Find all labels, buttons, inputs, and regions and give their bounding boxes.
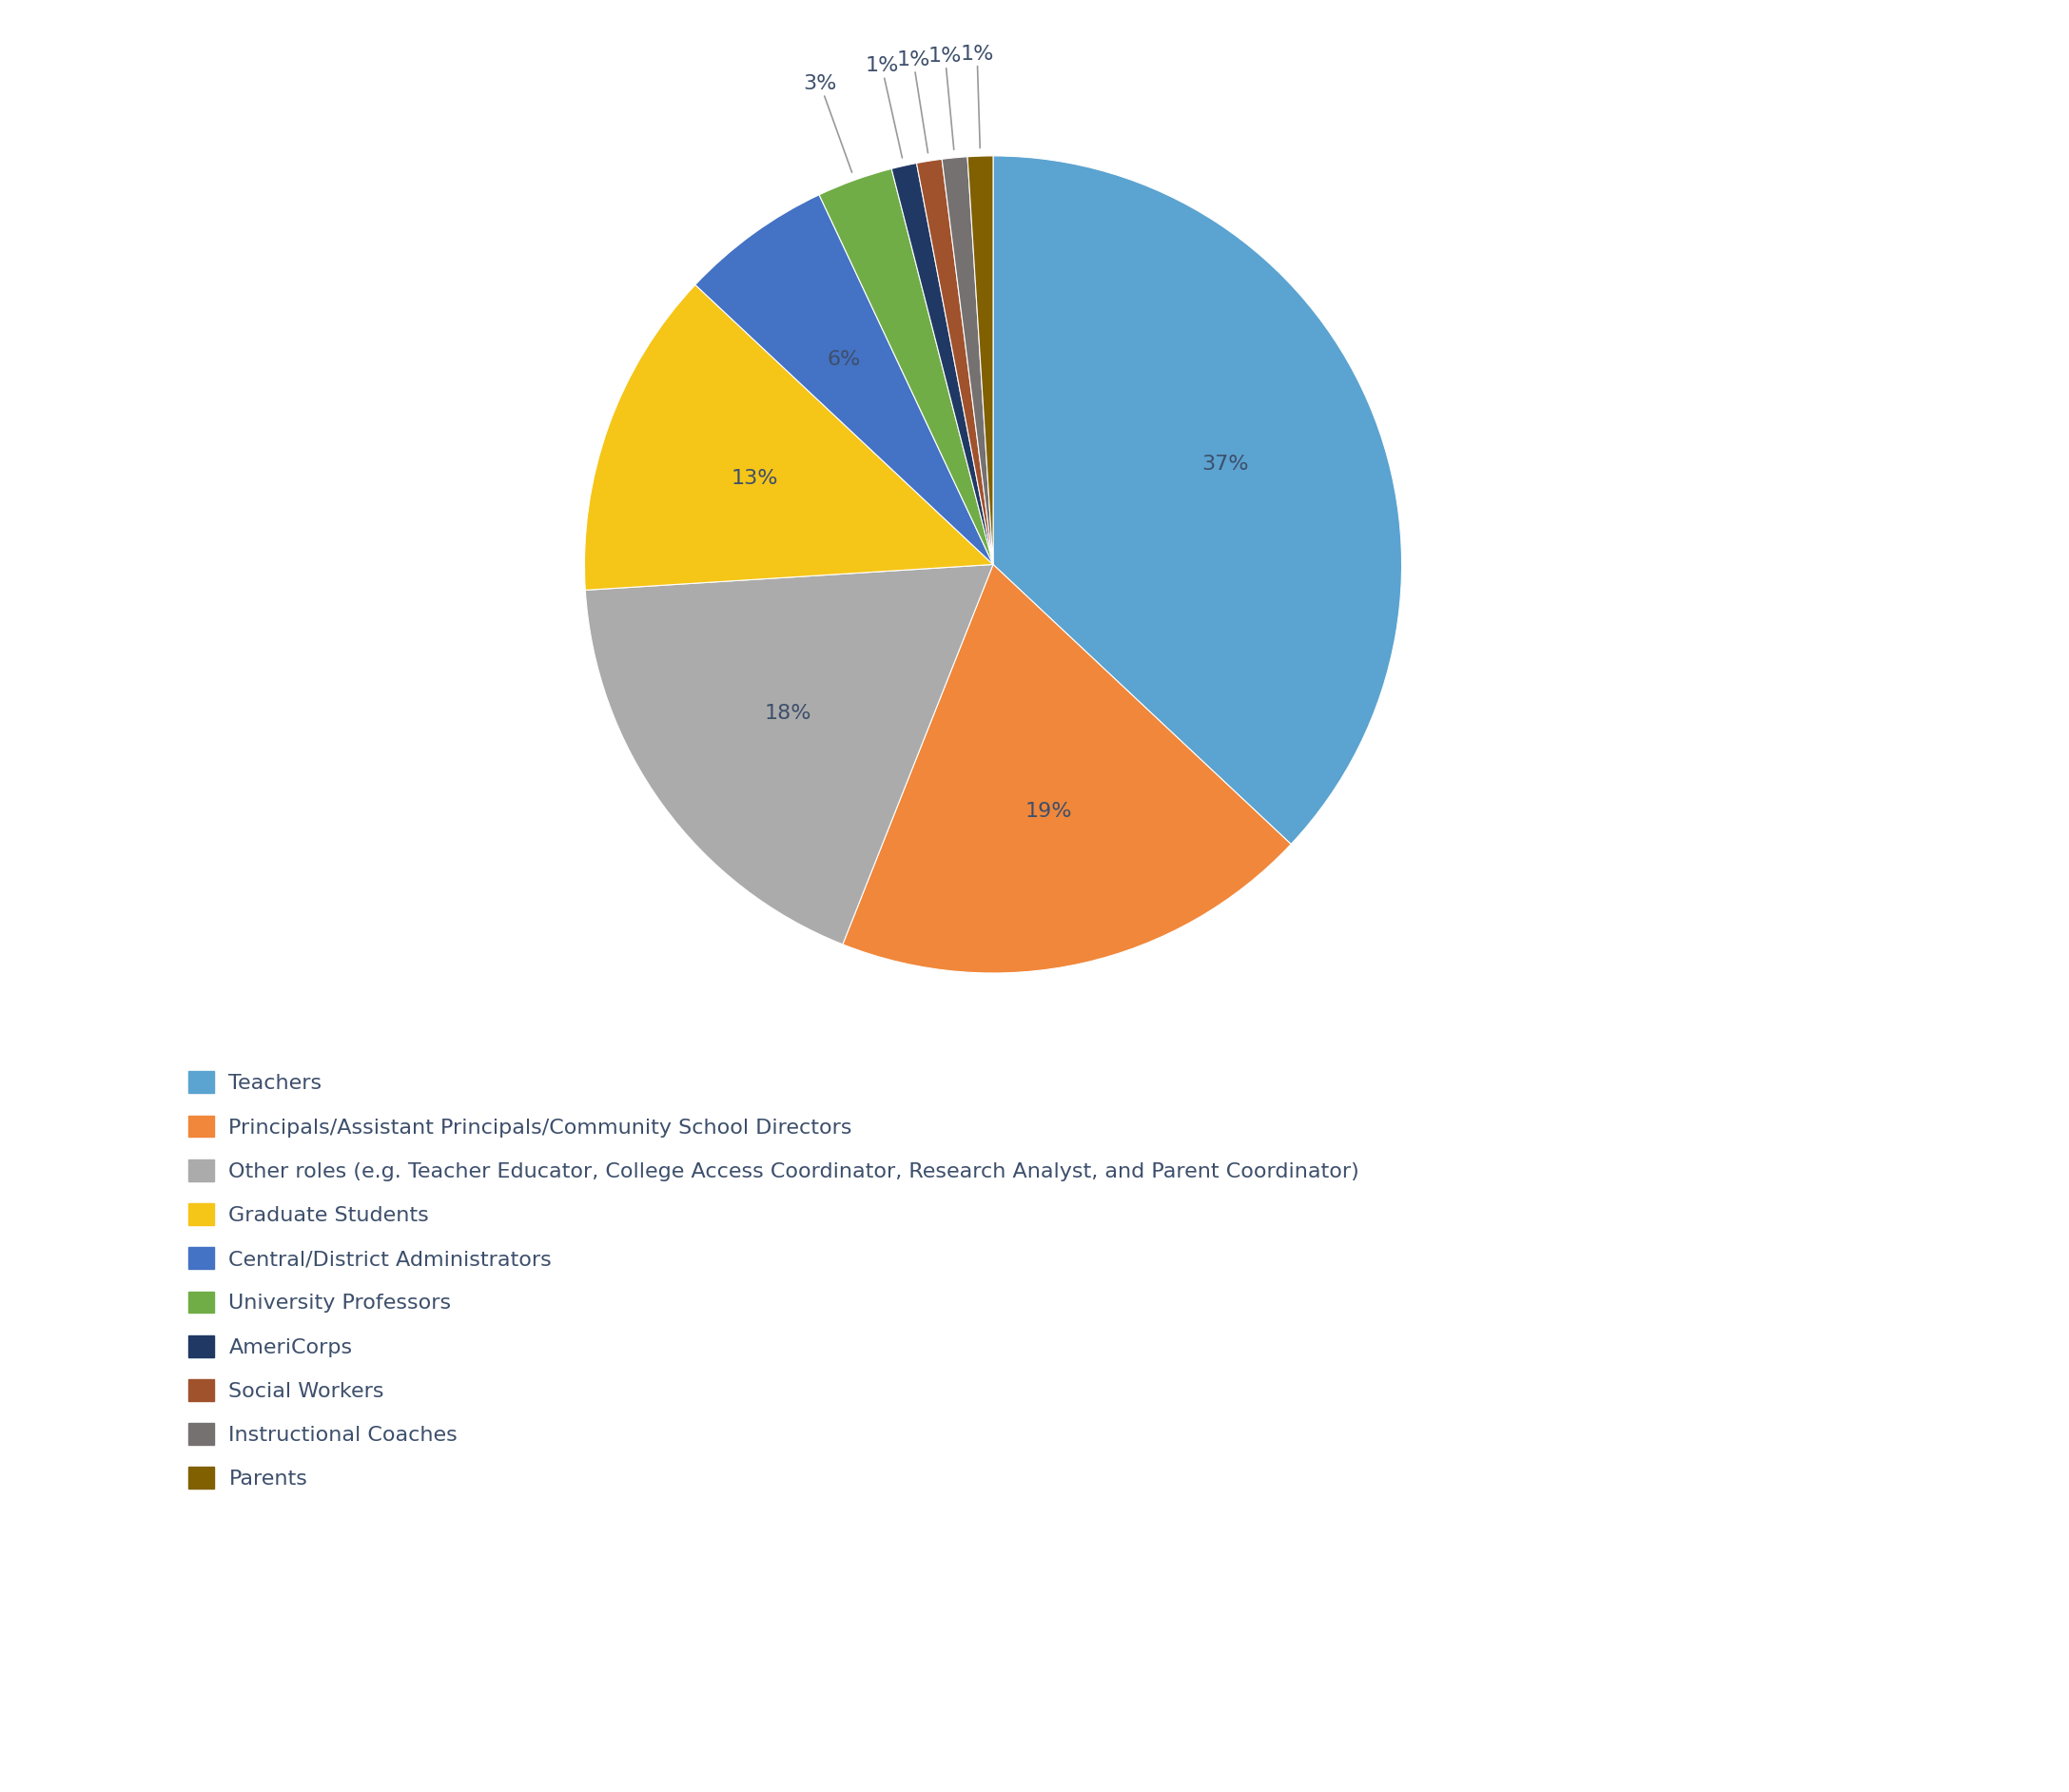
Legend: Teachers, Principals/Assistant Principals/Community School Directors, Other role: Teachers, Principals/Assistant Principal… bbox=[188, 1072, 1359, 1489]
Wedge shape bbox=[941, 156, 993, 564]
Wedge shape bbox=[917, 159, 993, 564]
Text: 6%: 6% bbox=[828, 349, 861, 369]
Text: 37%: 37% bbox=[1202, 455, 1250, 473]
Text: 1%: 1% bbox=[960, 45, 993, 149]
Text: 1%: 1% bbox=[896, 50, 931, 152]
Wedge shape bbox=[892, 163, 993, 564]
Text: 18%: 18% bbox=[766, 704, 811, 722]
Text: 19%: 19% bbox=[1024, 803, 1072, 821]
Wedge shape bbox=[968, 156, 993, 564]
Wedge shape bbox=[586, 285, 993, 590]
Wedge shape bbox=[819, 168, 993, 564]
Text: 1%: 1% bbox=[929, 47, 962, 149]
Text: 3%: 3% bbox=[803, 75, 852, 172]
Text: 1%: 1% bbox=[865, 57, 902, 158]
Wedge shape bbox=[842, 564, 1291, 973]
Wedge shape bbox=[586, 564, 993, 944]
Text: 13%: 13% bbox=[730, 470, 778, 487]
Wedge shape bbox=[695, 195, 993, 564]
Wedge shape bbox=[993, 156, 1401, 844]
